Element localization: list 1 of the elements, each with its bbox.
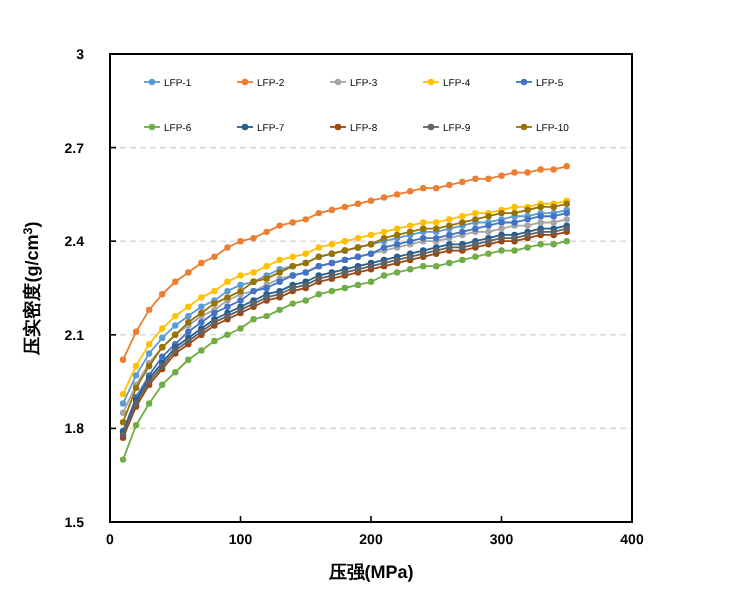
x-axis-title: 压强(MPa)	[326, 562, 414, 582]
